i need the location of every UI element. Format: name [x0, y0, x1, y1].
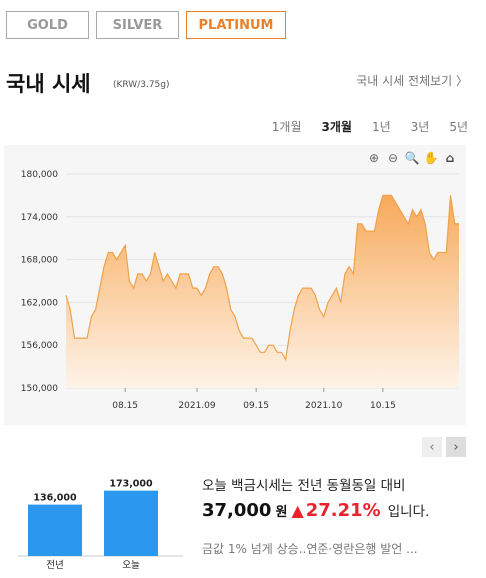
tab-platinum[interactable]: PLATINUM	[186, 11, 286, 39]
change-amount: 37,000	[202, 500, 272, 521]
change-percent: 27.21%	[305, 500, 381, 521]
price-chart: 150,000 156,000 162,000 168,000 174,000 180,0…	[4, 145, 466, 425]
currency-label: 원	[275, 505, 288, 520]
next-arrow-icon[interactable]: ›	[446, 437, 466, 457]
prev-arrow-icon[interactable]: ‹	[422, 437, 442, 457]
zoom-in-icon[interactable]: ⊕	[368, 151, 380, 165]
y-tick-label: 150,000	[21, 384, 58, 394]
bar-category-label: 오늘	[122, 560, 140, 571]
summary-ending: 입니다.	[387, 504, 430, 520]
price-area	[66, 195, 459, 388]
price-unit: (KRW/3.75g)	[113, 80, 170, 90]
summary-text: 오늘 백금시세는 전년 동월동일 대비	[202, 478, 406, 494]
x-tick-label: 09.15	[243, 401, 269, 411]
chart-toolbar: ⊕ ⊖ 🔍 ✋ ⌂	[366, 151, 458, 165]
price-chart-svg: 150,000 156,000 162,000 168,000 174,000 180,0…	[21, 170, 459, 411]
section-title: 국내 시세	[6, 72, 91, 96]
x-tick-label: 10.15	[370, 401, 396, 411]
period-3-years[interactable]: 3년	[410, 120, 430, 134]
comparison-bar	[104, 490, 158, 556]
comparison-bar	[28, 504, 82, 556]
period-5-years[interactable]: 5년	[449, 120, 468, 134]
period-selector: 1개월 3개월 1년 3년 5년	[272, 118, 468, 135]
tab-gold[interactable]: GOLD	[6, 11, 89, 39]
y-tick-label: 162,000	[21, 298, 58, 308]
bar-category-label: 전년	[46, 560, 63, 571]
x-tick-label: 2021.09	[178, 401, 215, 411]
price-line	[65, 194, 459, 362]
chart-nav: ‹ ›	[422, 437, 466, 457]
metal-tabs: GOLD SILVER PLATINUM	[6, 11, 286, 39]
y-tick-label: 168,000	[21, 256, 58, 266]
bar-value-label: 173,000	[109, 479, 153, 490]
summary-change: 37,000 원 ▲ 27.21% 입니다.	[202, 500, 429, 521]
y-tick-label: 180,000	[21, 170, 58, 180]
bar-value-label: 136,000	[33, 493, 77, 504]
period-3-months[interactable]: 3개월	[321, 120, 352, 134]
zoom-out-icon[interactable]: ⊖	[387, 151, 399, 165]
news-headline[interactable]: 금값 1% 넘게 상승..연준·영란은행 발언 ...	[202, 542, 418, 556]
up-arrow-icon: ▲	[291, 501, 304, 520]
magnifier-icon[interactable]: 🔍	[404, 151, 420, 165]
x-tick-label: 2021.10	[305, 401, 342, 411]
home-icon[interactable]: ⌂	[445, 151, 455, 165]
y-tick-label: 156,000	[21, 341, 58, 351]
comparison-bar-chart: 136,000 전년 173,000 오늘	[18, 479, 183, 571]
view-all-link[interactable]: 국내 시세 전체보기 〉	[356, 74, 468, 88]
x-tick-label: 08.15	[112, 401, 138, 411]
period-1-year[interactable]: 1년	[371, 120, 391, 134]
period-1-month[interactable]: 1개월	[271, 120, 302, 134]
tab-silver[interactable]: SILVER	[96, 11, 179, 39]
y-tick-label: 174,000	[21, 213, 58, 223]
pan-hand-icon[interactable]: ✋	[423, 151, 439, 165]
